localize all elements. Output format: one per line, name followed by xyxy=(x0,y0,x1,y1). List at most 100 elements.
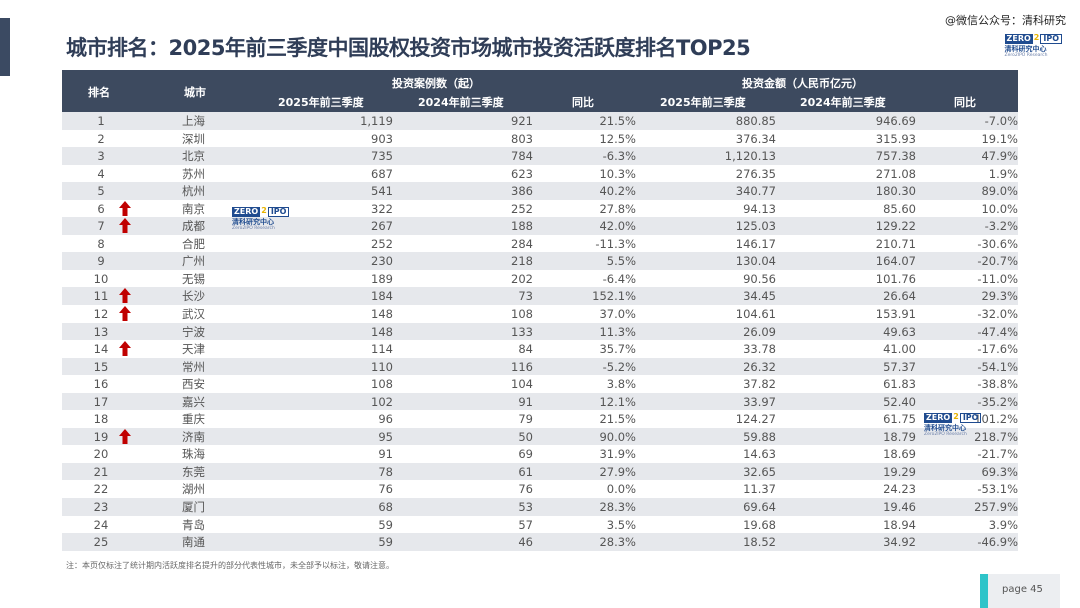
table-row: 13 宁波 148 133 11.3% 26.09 49.63 -47.4% xyxy=(62,322,1018,341)
amount-yoy-cell: -32.0% xyxy=(977,307,1018,322)
page-indicator: page 45 xyxy=(980,574,1060,608)
logo-two: 2 xyxy=(953,412,959,421)
header-cases-2024: 2024年前三季度 xyxy=(418,96,504,109)
rank-cell: 18 xyxy=(93,412,109,427)
amount-2024-cell: 153.91 xyxy=(875,307,916,322)
rank-cell: 10 xyxy=(93,271,109,286)
table-row: 1 上海 1,119 921 21.5% 880.85 946.69 -7.0% xyxy=(62,112,1018,130)
city-cell: 杭州 xyxy=(182,184,205,199)
rank-cell: 16 xyxy=(93,377,109,392)
cases-2025-cell: 252 xyxy=(371,236,393,251)
cases-yoy-cell: 28.3% xyxy=(599,535,636,550)
city-cell: 珠海 xyxy=(182,447,205,462)
rank-cell: 14 xyxy=(93,342,109,357)
amount-2024-cell: 24.23 xyxy=(883,482,916,497)
cases-2024-cell: 108 xyxy=(511,307,533,322)
table-row: 16 西安 108 104 3.8% 37.82 61.83 -38.8% xyxy=(62,375,1018,393)
table-body: 1 上海 1,119 921 21.5% 880.85 946.69 -7.0% 2 深圳 903 8… xyxy=(62,112,1018,551)
rank-cell: 12 xyxy=(93,307,109,322)
cases-2024-cell: 79 xyxy=(518,412,533,427)
amount-2024-cell: 85.60 xyxy=(883,201,916,216)
cases-yoy-cell: 3.8% xyxy=(606,377,636,392)
cases-yoy-cell: 12.1% xyxy=(599,394,636,409)
city-cell: 宁波 xyxy=(182,324,205,339)
amount-2025-cell: 59.88 xyxy=(743,429,776,444)
amount-yoy-cell: -7.0% xyxy=(984,114,1018,128)
cases-2024-cell: 218 xyxy=(511,254,533,269)
city-cell: 无锡 xyxy=(182,271,205,286)
logo-zero: ZERO xyxy=(232,207,261,217)
footnote: 注：本页仅标注了统计期内活跃度排名提升的部分代表性城市，未全部予以标注，敬请注意… xyxy=(66,561,394,570)
title-accent-bar xyxy=(0,18,10,76)
cases-2025-cell: 541 xyxy=(371,184,393,199)
amount-2024-cell: 57.37 xyxy=(883,359,916,374)
table-row: 7 成都 267 188 42.0% 125.03 129.22 -3.2% xyxy=(62,217,1018,235)
logo-cn: 清科研究中心 xyxy=(1004,45,1047,53)
cases-2025-cell: 78 xyxy=(378,464,393,479)
cases-2025-cell: 189 xyxy=(371,271,393,286)
amount-2025-cell: 146.17 xyxy=(735,236,776,251)
header-amount-yoy: 同比 xyxy=(954,96,976,109)
amount-yoy-cell: 257.9% xyxy=(974,500,1018,515)
header-amount-2025: 2025年前三季度 xyxy=(660,96,746,109)
cases-yoy-cell: 11.3% xyxy=(599,324,636,339)
table-row: 8 合肥 252 284 -11.3% 146.17 210.71 -30.6% xyxy=(62,235,1018,253)
amount-2025-cell: 33.97 xyxy=(743,394,776,409)
table-header: 排名 城市 投资案例数（起） 2025年前三季度 2024年前三季度 同比 投资… xyxy=(62,70,1018,112)
amount-2025-cell: 19.68 xyxy=(743,517,776,532)
logo-en: Zero2IPO Research xyxy=(1004,53,1048,58)
header-cases-yoy: 同比 xyxy=(572,96,594,109)
amount-2025-cell: 26.09 xyxy=(743,324,776,339)
amount-2025-cell: 376.34 xyxy=(735,131,776,146)
amount-2025-cell: 26.32 xyxy=(743,359,776,374)
city-cell: 武汉 xyxy=(182,307,205,322)
rank-cell: 2 xyxy=(97,131,105,146)
table-row: 19 济南 95 50 90.0% 59.88 18.79 218.7% xyxy=(62,427,1018,446)
amount-2024-cell: 271.08 xyxy=(875,166,916,181)
cases-2024-cell: 133 xyxy=(511,324,533,339)
city-cell: 济南 xyxy=(182,429,205,444)
amount-2025-cell: 340.77 xyxy=(735,184,776,199)
logo-ipo: IPO xyxy=(1040,34,1062,44)
logo-ipo: IPO xyxy=(267,207,290,217)
rank-cell: 4 xyxy=(97,166,105,181)
amount-2025-cell: 276.35 xyxy=(735,166,776,181)
city-cell: 成都 xyxy=(182,219,205,234)
cases-yoy-cell: 90.0% xyxy=(599,429,636,444)
cases-2025-cell: 230 xyxy=(371,254,393,269)
amount-2025-cell: 90.56 xyxy=(743,271,776,286)
cases-yoy-cell: -6.4% xyxy=(602,271,636,286)
rank-up-arrow-icon xyxy=(119,218,131,236)
cases-2024-cell: 784 xyxy=(511,149,533,164)
page-title: 城市排名：2025年前三季度中国股权投资市场城市投资活跃度排名TOP25 xyxy=(66,36,751,60)
amount-yoy-cell: -21.7% xyxy=(977,447,1018,462)
cases-yoy-cell: 3.5% xyxy=(606,517,636,532)
cases-yoy-cell: 40.2% xyxy=(599,184,636,199)
rank-cell: 13 xyxy=(93,324,109,339)
rank-cell: 19 xyxy=(93,429,109,444)
cases-yoy-cell: 5.5% xyxy=(606,254,636,269)
city-cell: 天津 xyxy=(182,342,205,357)
amount-yoy-cell: -53.1% xyxy=(977,482,1018,497)
cases-2024-cell: 53 xyxy=(518,500,533,515)
city-cell: 东莞 xyxy=(182,464,205,479)
amount-2025-cell: 32.65 xyxy=(743,464,776,479)
cases-yoy-cell: 10.3% xyxy=(599,166,636,181)
cases-yoy-cell: 28.3% xyxy=(599,500,636,515)
table-row: 6 南京 322 252 27.8% 94.13 85.60 10.0% xyxy=(62,200,1018,218)
cases-2024-cell: 202 xyxy=(511,271,533,286)
city-cell: 广州 xyxy=(182,254,205,269)
cases-yoy-cell: 12.5% xyxy=(599,131,636,146)
logo-cn: 清科研究中心 xyxy=(232,218,274,226)
rank-cell: 25 xyxy=(93,535,109,550)
amount-2025-cell: 11.37 xyxy=(743,482,776,497)
amount-2024-cell: 19.29 xyxy=(883,464,916,479)
city-cell: 苏州 xyxy=(182,166,205,181)
logo-ipo: IPO xyxy=(959,413,982,423)
rank-up-arrow-icon xyxy=(119,306,131,324)
table-row: 17 嘉兴 102 91 12.1% 33.97 52.40 -35.2% xyxy=(62,392,1018,411)
header-amount-2024: 2024年前三季度 xyxy=(800,96,886,109)
cases-2024-cell: 76 xyxy=(518,482,533,497)
cases-yoy-cell: -5.2% xyxy=(602,359,636,374)
header-rank: 排名 xyxy=(88,86,110,99)
